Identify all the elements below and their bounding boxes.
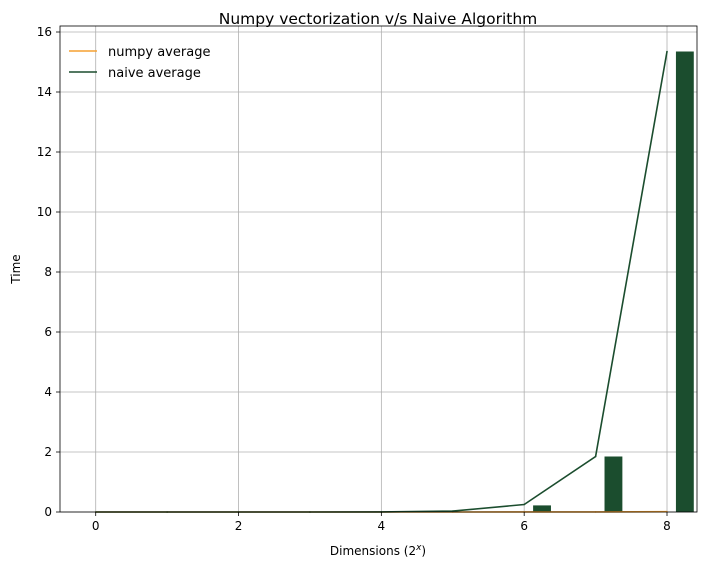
y-tick-label: 10 [37,205,52,219]
x-axis-label-main: Dimensions (2 [330,544,416,558]
y-tick-label: 6 [44,325,52,339]
data-point [595,456,597,458]
data-point [523,504,525,506]
bar [605,457,623,513]
data-point [666,51,668,53]
x-axis-label: Dimensions (2x) [330,543,426,558]
y-tick-label: 14 [37,85,52,99]
y-tick-label: 16 [37,25,52,39]
bar [676,52,694,513]
x-tick-label: 6 [520,519,528,533]
y-tick-label: 0 [44,505,52,519]
x-tick-label: 4 [378,519,386,533]
x-tick-label: 2 [235,519,243,533]
x-tick-label: 8 [663,519,671,533]
y-axis-label: Time [9,254,23,284]
legend-label-naive-average: naive average [108,66,201,81]
x-axis-label-close: ) [421,544,426,558]
y-tick-label: 2 [44,445,52,459]
y-tick-label: 4 [44,385,52,399]
bar [533,505,551,512]
y-tick-label: 12 [37,145,52,159]
y-tick-label: 8 [44,265,52,279]
x-tick-label: 0 [92,519,100,533]
chart-title: Numpy vectorization v/s Naive Algorithm [219,10,538,28]
legend-label-numpy-average: numpy average [108,45,210,60]
